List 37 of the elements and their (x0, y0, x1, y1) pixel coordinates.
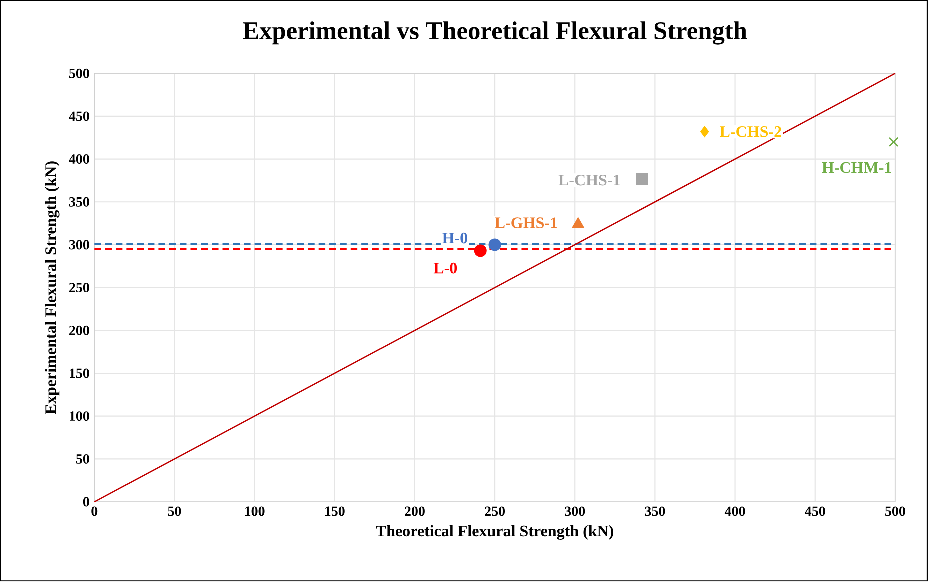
x-tick-label: 350 (645, 506, 666, 516)
point (488, 238, 502, 252)
y-tick-label: 450 (69, 112, 90, 122)
x-tick-label: 100 (245, 506, 265, 516)
point (474, 244, 487, 258)
series-label: L-CHS-1 (558, 175, 620, 186)
point (636, 173, 648, 186)
y-tick-label: 150 (70, 368, 90, 378)
chart-title: Experimental vs Theoretical Flexural Strength (243, 22, 748, 46)
x-axis-title: Theoretical Flexural Strength (kN) (376, 526, 614, 540)
point (700, 126, 710, 138)
x-tick-label: 0 (92, 506, 98, 516)
x-tick-label: 300 (565, 506, 586, 516)
y-tick-label: 100 (70, 412, 90, 422)
series-label: L-GHS-1 (495, 218, 558, 229)
point (572, 218, 584, 228)
y-tick-label: 200 (69, 326, 90, 336)
x-tick-label: 500 (885, 506, 906, 516)
x-tick-label: 50 (168, 506, 182, 516)
series-label: L-CHS-2 (720, 126, 782, 138)
y-tick-label: 300 (69, 240, 90, 250)
y-tick-label: 500 (69, 69, 90, 79)
x-tick-label: 250 (485, 506, 506, 516)
series-label: L-0 (434, 263, 458, 274)
y-tick-label: 50 (76, 454, 90, 464)
y-tick-label: 250 (69, 283, 90, 293)
y-tick-label: 400 (69, 154, 90, 164)
series-label: H-0 (442, 233, 468, 244)
y-tick-label: 350 (69, 198, 90, 208)
y-axis-title: Experimental Flexural Strength (kN) (45, 162, 60, 415)
x-tick-label: 200 (405, 506, 425, 516)
y-tick-label: 0 (83, 497, 90, 507)
x-tick-label: 150 (325, 506, 345, 516)
point (888, 137, 899, 148)
series-label: H-CHM-1 (822, 162, 892, 174)
x-tick-label: 400 (724, 506, 746, 516)
x-tick-label: 450 (805, 506, 826, 516)
